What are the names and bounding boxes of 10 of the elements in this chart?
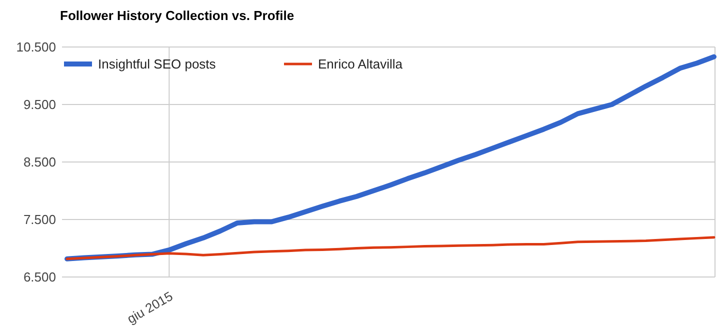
line-series bbox=[66, 236, 716, 260]
y-tick-label: 10.500 bbox=[16, 40, 56, 55]
y-tick-label: 7.500 bbox=[23, 212, 56, 228]
y-tick-label: 6.500 bbox=[23, 270, 56, 285]
y-tick-label: 8.500 bbox=[23, 154, 56, 170]
legend-label: Insightful SEO posts bbox=[98, 56, 216, 72]
y-tick-label: 9.500 bbox=[23, 97, 56, 112]
chart-title: Follower History Collection vs. Profile bbox=[60, 8, 294, 23]
legend-label: Enrico Altavilla bbox=[318, 56, 404, 72]
x-tick-label: giu 2015 bbox=[124, 288, 176, 326]
